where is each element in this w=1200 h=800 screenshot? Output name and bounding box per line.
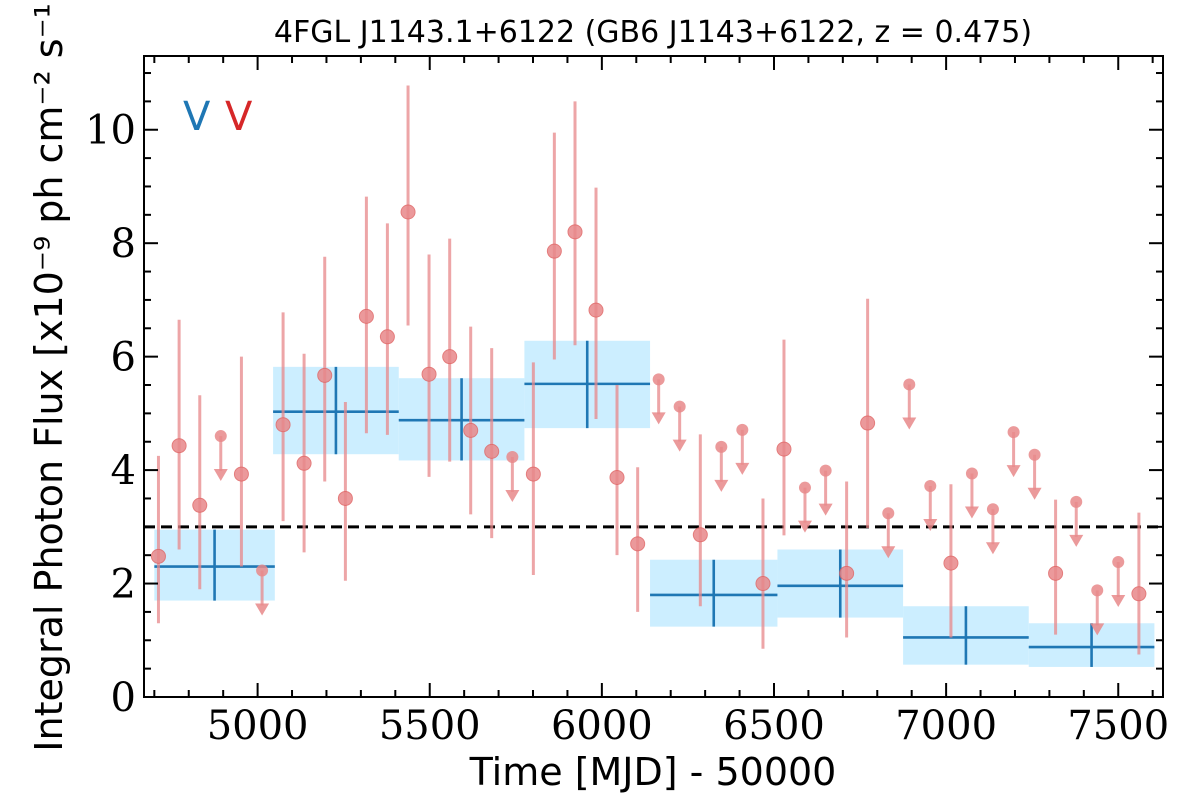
upper-limit-point — [652, 373, 665, 386]
upper-limit-point — [715, 440, 728, 453]
x-tick-label: 6500 — [723, 703, 825, 749]
x-tick-label: 7000 — [895, 703, 997, 749]
upper-limit-point — [882, 507, 895, 520]
plot-area: 5000 5500 6000 6500 7000 7500 0 2 4 6 8 10 V V — [85, 55, 1169, 749]
data-point — [546, 243, 562, 259]
data-point — [150, 548, 166, 564]
upper-limit-point — [1070, 495, 1083, 508]
data-point — [317, 367, 333, 383]
y-tick-label: 10 — [85, 108, 136, 154]
upper-limit-arrow — [797, 520, 812, 533]
upper-limit-point — [1007, 426, 1020, 439]
upper-limit-point — [214, 430, 227, 443]
upper-limit-point — [506, 451, 519, 464]
y-tick-label: 4 — [111, 448, 136, 494]
legend-entry: V — [225, 94, 253, 140]
x-tick-label: 5000 — [207, 703, 309, 749]
upper-limit-point — [986, 503, 999, 516]
data-point — [400, 204, 416, 220]
upper-limit-arrow — [505, 490, 520, 503]
upper-limit-arrow — [1006, 465, 1021, 478]
y-tick-label: 0 — [111, 675, 136, 721]
upper-limit-arrow — [964, 506, 979, 519]
upper-limit-point — [965, 467, 978, 480]
y-axis-label: Integral Photon Flux [x10⁻⁹ ph cm⁻² s⁻¹] — [27, 0, 71, 752]
data-point — [860, 415, 876, 431]
data-point — [943, 555, 959, 571]
data-point — [171, 438, 187, 454]
upper-limit-arrow — [1027, 487, 1042, 500]
upper-limit-arrow — [881, 546, 896, 559]
upper-limit-point — [819, 464, 832, 477]
data-point — [296, 455, 312, 471]
upper-limit-arrow — [985, 542, 1000, 555]
upper-limit-point — [1091, 584, 1104, 597]
data-point — [525, 466, 541, 482]
data-point — [1048, 565, 1064, 581]
data-point — [567, 224, 583, 240]
legend-entry: V — [183, 94, 211, 140]
upper-limit-arrow — [902, 417, 917, 430]
upper-limit-arrow — [818, 503, 833, 516]
upper-limit-point — [924, 479, 937, 492]
y-tick-label: 6 — [111, 335, 136, 381]
upper-limit-arrow — [213, 469, 228, 482]
upper-limit-arrow — [714, 479, 729, 492]
data-point — [692, 527, 708, 543]
data-point — [776, 441, 792, 457]
data-point — [337, 490, 353, 506]
data-point — [1131, 586, 1147, 602]
x-axis-label: Time [MJD] - 50000 — [469, 750, 837, 794]
upper-limit-point — [736, 423, 749, 436]
upper-limit-arrow — [255, 603, 270, 616]
upper-limit-arrow — [923, 518, 938, 531]
data-point — [379, 329, 395, 345]
data-point — [192, 497, 208, 513]
data-point — [484, 443, 500, 459]
data-point — [275, 417, 291, 433]
upper-limit-arrow — [1069, 534, 1084, 547]
x-tick-label: 6000 — [551, 703, 653, 749]
upper-limit-arrow — [651, 412, 666, 425]
upper-limit-point — [256, 564, 269, 577]
data-point — [755, 576, 771, 592]
y-tick-label: 8 — [111, 221, 136, 267]
upper-limit-point — [1028, 448, 1041, 461]
data-point — [839, 565, 855, 581]
data-point — [609, 469, 625, 485]
x-tick-label: 5500 — [379, 703, 481, 749]
data-point — [463, 422, 479, 438]
data-point — [421, 366, 437, 382]
upper-limit-point — [673, 400, 686, 413]
data-point — [442, 349, 458, 365]
data-point — [588, 302, 604, 318]
x-tick-label: 7500 — [1067, 703, 1169, 749]
upper-limit-point — [798, 481, 811, 494]
upper-limit-arrow — [672, 439, 687, 452]
upper-limit-point — [903, 378, 916, 391]
data-point — [630, 536, 646, 552]
plot-frame — [143, 55, 1164, 698]
upper-limit-arrow — [1111, 594, 1126, 607]
upper-limit-point — [1112, 555, 1125, 568]
data-point — [358, 308, 374, 324]
chart-title: 4FGL J1143.1+6122 (GB6 J1143+6122, z = 0… — [274, 15, 1032, 50]
upper-limit-arrow — [1090, 623, 1105, 636]
data-point — [233, 466, 249, 482]
y-tick-label: 2 — [111, 562, 136, 608]
upper-limit-arrow — [735, 462, 750, 475]
